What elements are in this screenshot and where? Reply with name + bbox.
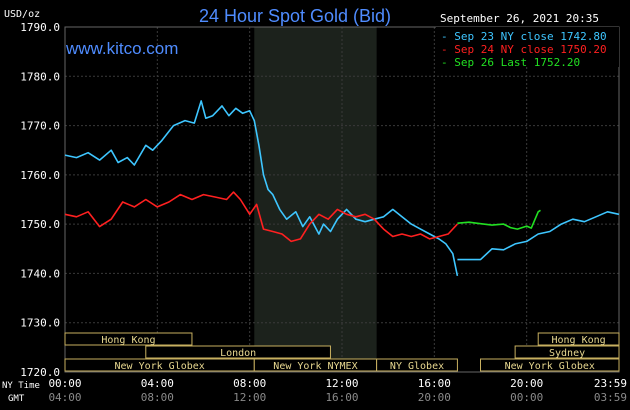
x-tick-ny: 23:59	[594, 377, 627, 390]
grid	[64, 26, 620, 373]
legend: - Sep 23 NY close 1742.80- Sep 24 NY clo…	[436, 27, 619, 69]
y-tick-label: 1780.0	[20, 70, 60, 83]
x-tick-ny: 20:00	[510, 377, 543, 390]
session-bar-box	[514, 345, 620, 359]
session-bar: New York NYMEX	[253, 358, 378, 372]
session-bar-box	[64, 332, 193, 346]
session-bar-label: NY Globex	[390, 361, 444, 372]
session-bar-box	[376, 358, 458, 372]
session-bar: London	[145, 345, 331, 359]
session-bar-box	[537, 332, 620, 346]
watermark: www.kitco.com	[65, 39, 178, 58]
x-tick-gmt: 08:00	[141, 391, 174, 404]
session-bar-label: Hong Kong	[552, 335, 606, 346]
x-tick-gmt: 00:00	[510, 391, 543, 404]
session-bar: NY Globex	[376, 358, 458, 372]
legend-entry: - Sep 26 Last 1752.20	[441, 56, 580, 69]
session-bar-label: London	[220, 348, 256, 359]
ny-time-label: NY Time	[2, 381, 40, 391]
legend-box	[436, 27, 619, 67]
legend-entry: - Sep 23 NY close 1742.80	[441, 30, 607, 43]
price-line-2	[64, 191, 458, 243]
market-sessions: Hong Kong London New York Globex New York N…	[64, 332, 620, 372]
session-bar-box	[480, 358, 620, 372]
session-bar-label: New York NYMEX	[273, 361, 357, 372]
session-bar-label: New York Globex	[114, 361, 204, 372]
y-tick-label: 1730.0	[20, 317, 60, 330]
x-axis-ticks: 00:0004:0004:0008:0008:0012:0012:0016:00…	[48, 377, 627, 404]
x-tick-ny: 08:00	[233, 377, 266, 390]
nymex-shaded-region	[254, 27, 377, 372]
chart-title: 24 Hour Spot Gold (Bid)	[199, 6, 391, 26]
gmt-label: GMT	[8, 394, 25, 404]
y-tick-label: 1720.0	[20, 366, 60, 379]
session-bar-label: Sydney	[549, 348, 585, 359]
x-tick-gmt: 20:00	[418, 391, 451, 404]
x-tick-gmt: 04:00	[48, 391, 81, 404]
y-tick-label: 1770.0	[20, 120, 60, 133]
price-line-1	[64, 100, 459, 277]
price-series	[64, 100, 620, 277]
y-tick-label: 1760.0	[20, 169, 60, 182]
session-bar: New York Globex	[64, 358, 255, 372]
legend-entry: - Sep 24 NY close 1750.20	[441, 43, 607, 56]
price-line-3	[457, 209, 541, 230]
x-tick-ny: 12:00	[325, 377, 358, 390]
date-label: September 26, 2021 20:35	[440, 12, 599, 25]
x-tick-ny: 00:00	[48, 377, 81, 390]
session-bar-box	[145, 345, 331, 359]
session-bar: Hong Kong	[64, 332, 193, 346]
x-tick-ny: 16:00	[418, 377, 451, 390]
session-bar-label: Hong Kong	[101, 335, 155, 346]
x-tick-gmt: 03:59	[594, 391, 627, 404]
y-tick-label: 1740.0	[20, 267, 60, 280]
y-axis-ticks: 1790.0 1780.0 1770.0 1760.0 1750.0 1740.0 1730…	[20, 21, 60, 379]
session-bar: New York Globex	[480, 358, 620, 372]
x-tick-ny: 04:00	[141, 377, 174, 390]
shaded-region	[254, 27, 377, 372]
session-bar: Hong Kong	[537, 332, 620, 346]
price-line-4	[457, 211, 620, 261]
y-axis-label: USD/oz	[4, 9, 40, 20]
x-tick-gmt: 16:00	[325, 391, 358, 404]
session-bar: Sydney	[514, 345, 620, 359]
plot-frame	[64, 26, 620, 373]
session-bar-label: New York Globex	[505, 361, 595, 372]
y-tick-label: 1790.0	[20, 21, 60, 34]
y-tick-label: 1750.0	[20, 218, 60, 231]
x-tick-gmt: 12:00	[233, 391, 266, 404]
